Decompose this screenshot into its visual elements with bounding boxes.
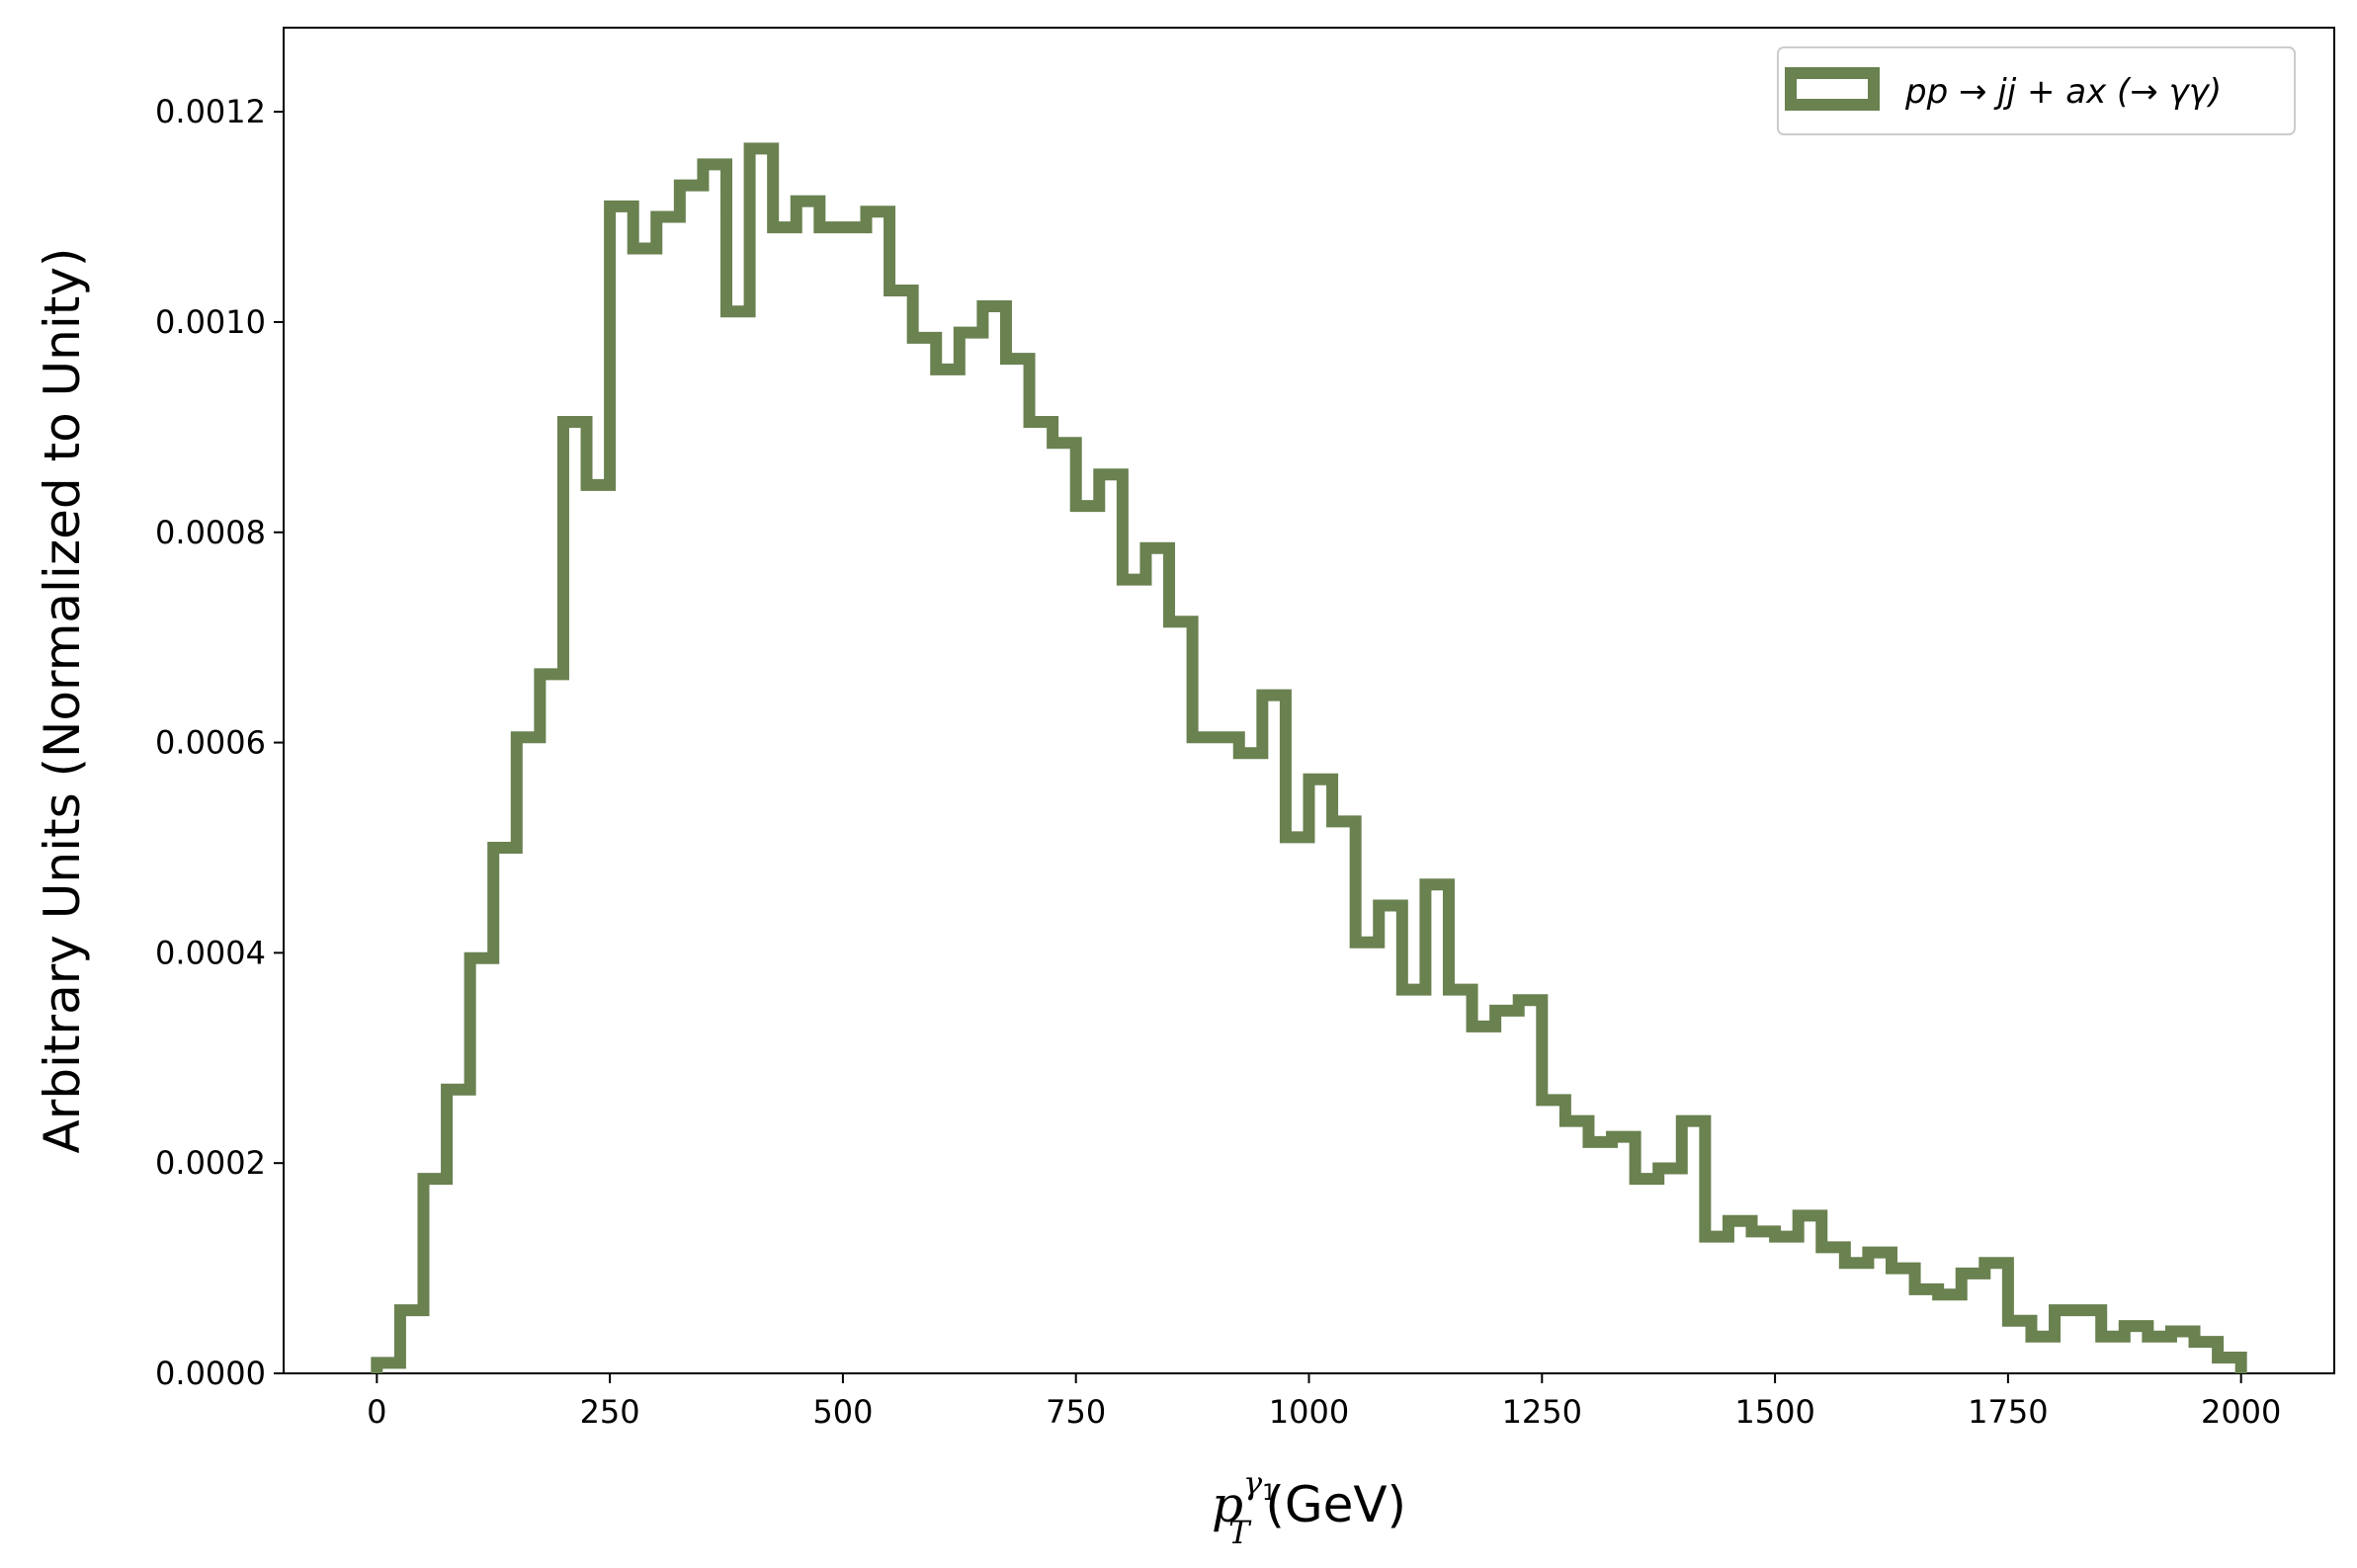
x-tick-label: 1500 [1734, 1393, 1814, 1431]
x-tick-label: 500 [812, 1393, 873, 1431]
plot-frame [283, 27, 2335, 1374]
x-tick-label: 1750 [1968, 1393, 2048, 1431]
x-tick-label: 1250 [1502, 1393, 1582, 1431]
x-axis-label: pγ1 T (GeV) [1212, 1464, 1406, 1551]
legend-label: pp → jj + ax (→ γγ) [1904, 72, 2222, 112]
x-tick-label: 1000 [1269, 1393, 1349, 1431]
x-axis-ticks: 0 250 500 750 1000 1250 1500 1750 2000 [367, 1373, 2281, 1431]
histogram-step-line [371, 142, 2247, 1373]
legend-frame [1777, 46, 2296, 135]
x-tick-label: 0 [367, 1393, 386, 1431]
y-tick-label: 0.0010 [155, 303, 266, 341]
y-axis-label: Arbitrary Units (Normalized to Unity) [34, 248, 91, 1154]
y-tick-label: 0.0000 [155, 1355, 266, 1392]
x-tick-label: 2000 [2201, 1393, 2281, 1431]
x-tick-label: 250 [580, 1393, 640, 1431]
y-axis-ticks: 0.0000 0.0002 0.0004 0.0006 0.0008 0.0010 0.00… [155, 93, 284, 1392]
legend-swatch [1785, 67, 1880, 111]
y-tick-label: 0.0006 [155, 724, 266, 762]
x-tick-label: 750 [1046, 1393, 1106, 1431]
y-tick-label: 0.0008 [155, 514, 266, 551]
y-tick-label: 0.0012 [155, 93, 266, 130]
y-tick-label: 0.0004 [155, 934, 266, 971]
y-tick-label: 0.0002 [155, 1144, 266, 1182]
legend: pp → jj + ax (→ γγ) [1777, 46, 2296, 135]
